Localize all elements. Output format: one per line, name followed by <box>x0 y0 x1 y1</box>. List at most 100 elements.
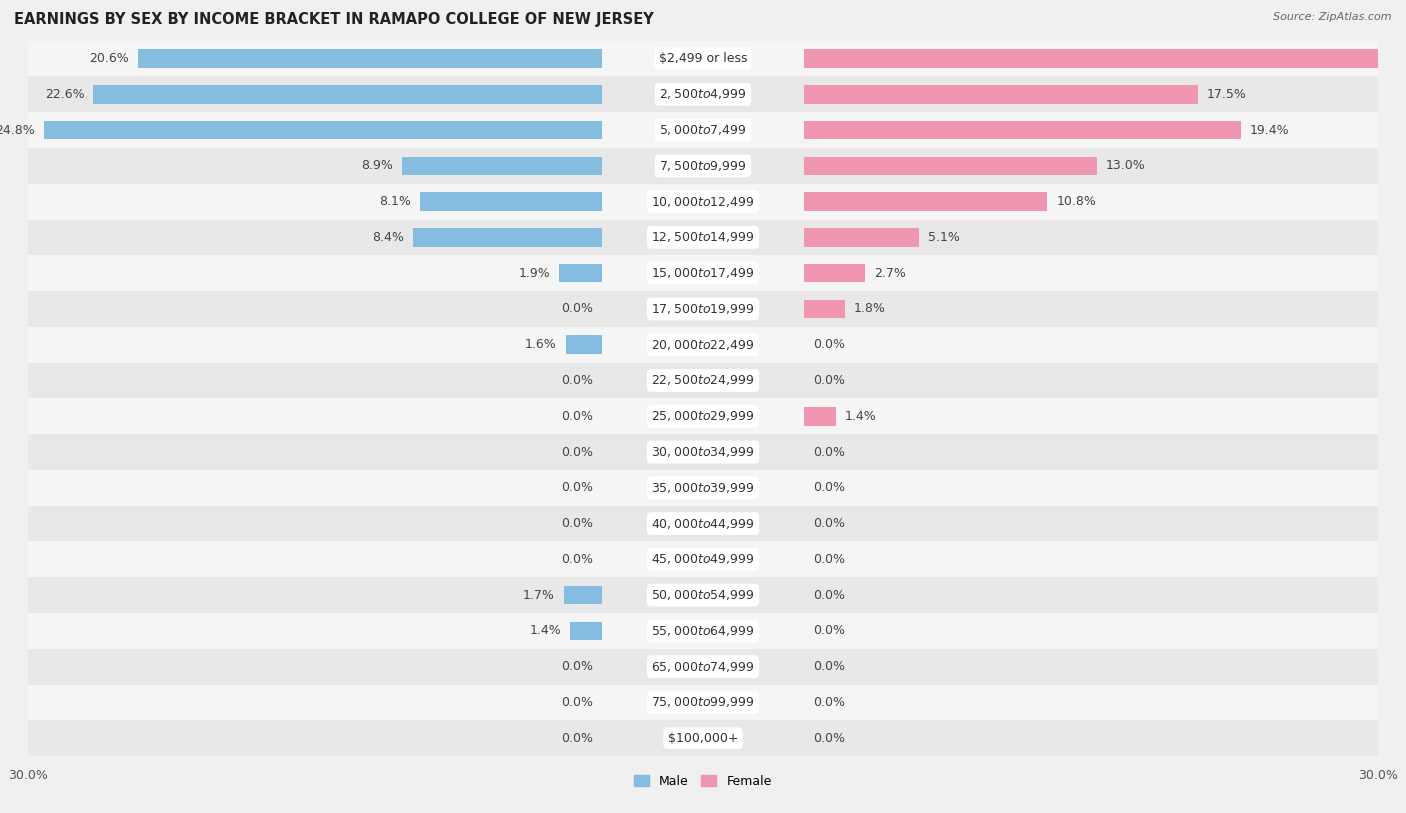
Text: 0.0%: 0.0% <box>813 374 845 387</box>
Bar <box>560 264 602 282</box>
Text: 22.6%: 22.6% <box>45 88 84 101</box>
Text: 0.0%: 0.0% <box>813 732 845 745</box>
Bar <box>804 407 835 425</box>
Text: 0.0%: 0.0% <box>561 302 593 315</box>
Text: 5.1%: 5.1% <box>928 231 960 244</box>
Text: 0.0%: 0.0% <box>813 446 845 459</box>
Text: 13.0%: 13.0% <box>1105 159 1146 172</box>
Text: 8.9%: 8.9% <box>361 159 392 172</box>
Text: 0.0%: 0.0% <box>561 374 593 387</box>
Bar <box>28 220 1378 255</box>
Text: 30.0%: 30.0% <box>8 768 48 781</box>
Bar <box>28 398 1378 434</box>
Bar <box>571 622 602 640</box>
Bar <box>804 85 1198 103</box>
Text: 1.6%: 1.6% <box>524 338 557 351</box>
Text: 30.0%: 30.0% <box>1358 768 1398 781</box>
Bar <box>28 577 1378 613</box>
Text: $22,500 to $24,999: $22,500 to $24,999 <box>651 373 755 388</box>
Text: 19.4%: 19.4% <box>1250 124 1289 137</box>
Bar <box>28 720 1378 756</box>
Text: $30,000 to $34,999: $30,000 to $34,999 <box>651 445 755 459</box>
Text: $7,500 to $9,999: $7,500 to $9,999 <box>659 159 747 173</box>
Bar <box>28 649 1378 685</box>
Text: Source: ZipAtlas.com: Source: ZipAtlas.com <box>1274 12 1392 22</box>
Text: $75,000 to $99,999: $75,000 to $99,999 <box>651 695 755 710</box>
Text: 0.0%: 0.0% <box>813 660 845 673</box>
Text: $65,000 to $74,999: $65,000 to $74,999 <box>651 659 755 674</box>
Text: $55,000 to $64,999: $55,000 to $64,999 <box>651 624 755 638</box>
Text: $10,000 to $12,499: $10,000 to $12,499 <box>651 194 755 209</box>
Bar <box>44 121 602 139</box>
Text: 0.0%: 0.0% <box>813 338 845 351</box>
Text: $2,500 to $4,999: $2,500 to $4,999 <box>659 87 747 102</box>
Bar <box>804 193 1047 211</box>
Bar <box>28 685 1378 720</box>
Text: $25,000 to $29,999: $25,000 to $29,999 <box>651 409 755 424</box>
Bar <box>28 363 1378 398</box>
Text: 0.0%: 0.0% <box>813 589 845 602</box>
Text: 0.0%: 0.0% <box>813 553 845 566</box>
Bar <box>28 613 1378 649</box>
Text: 1.4%: 1.4% <box>530 624 561 637</box>
Text: 0.0%: 0.0% <box>561 410 593 423</box>
Bar <box>564 586 602 604</box>
Text: 1.4%: 1.4% <box>845 410 876 423</box>
Text: $100,000+: $100,000+ <box>668 732 738 745</box>
Text: 0.0%: 0.0% <box>561 446 593 459</box>
Text: 10.8%: 10.8% <box>1056 195 1097 208</box>
Bar <box>804 157 1097 175</box>
Bar <box>28 327 1378 363</box>
Text: $40,000 to $44,999: $40,000 to $44,999 <box>651 516 755 531</box>
Bar <box>28 506 1378 541</box>
Text: 0.0%: 0.0% <box>561 732 593 745</box>
Bar <box>28 148 1378 184</box>
Bar <box>28 434 1378 470</box>
Text: 0.0%: 0.0% <box>813 696 845 709</box>
Bar <box>93 85 602 103</box>
Bar <box>804 228 920 246</box>
Text: 8.4%: 8.4% <box>373 231 404 244</box>
Bar <box>565 336 602 354</box>
Legend: Male, Female: Male, Female <box>630 770 776 793</box>
Bar <box>28 291 1378 327</box>
Text: 0.0%: 0.0% <box>561 481 593 494</box>
Text: 1.9%: 1.9% <box>519 267 550 280</box>
Text: 24.8%: 24.8% <box>0 124 35 137</box>
Text: $15,000 to $17,499: $15,000 to $17,499 <box>651 266 755 280</box>
Text: 0.0%: 0.0% <box>813 624 845 637</box>
Text: 1.8%: 1.8% <box>853 302 886 315</box>
Text: $45,000 to $49,999: $45,000 to $49,999 <box>651 552 755 567</box>
Bar <box>804 121 1240 139</box>
Text: 20.6%: 20.6% <box>90 52 129 65</box>
Text: 2.7%: 2.7% <box>875 267 905 280</box>
Text: 17.5%: 17.5% <box>1206 88 1247 101</box>
Text: 0.0%: 0.0% <box>561 696 593 709</box>
Text: EARNINGS BY SEX BY INCOME BRACKET IN RAMAPO COLLEGE OF NEW JERSEY: EARNINGS BY SEX BY INCOME BRACKET IN RAM… <box>14 12 654 27</box>
Text: $5,000 to $7,499: $5,000 to $7,499 <box>659 123 747 137</box>
Bar <box>28 541 1378 577</box>
Bar <box>28 184 1378 220</box>
Text: 0.0%: 0.0% <box>813 517 845 530</box>
Bar <box>413 228 602 246</box>
Bar <box>28 112 1378 148</box>
Text: $50,000 to $54,999: $50,000 to $54,999 <box>651 588 755 602</box>
Bar <box>28 76 1378 112</box>
Text: 0.0%: 0.0% <box>813 481 845 494</box>
Bar <box>28 470 1378 506</box>
Text: 0.0%: 0.0% <box>561 660 593 673</box>
Bar <box>419 193 602 211</box>
Text: $17,500 to $19,999: $17,500 to $19,999 <box>651 302 755 316</box>
Text: $2,499 or less: $2,499 or less <box>659 52 747 65</box>
Bar <box>28 41 1378 76</box>
Bar <box>138 50 602 67</box>
Bar <box>804 300 845 318</box>
Text: 1.7%: 1.7% <box>523 589 554 602</box>
Bar <box>804 50 1406 67</box>
Text: $35,000 to $39,999: $35,000 to $39,999 <box>651 480 755 495</box>
Text: 0.0%: 0.0% <box>561 553 593 566</box>
Bar <box>804 264 865 282</box>
Bar <box>402 157 602 175</box>
Text: 0.0%: 0.0% <box>561 517 593 530</box>
Text: 8.1%: 8.1% <box>378 195 411 208</box>
